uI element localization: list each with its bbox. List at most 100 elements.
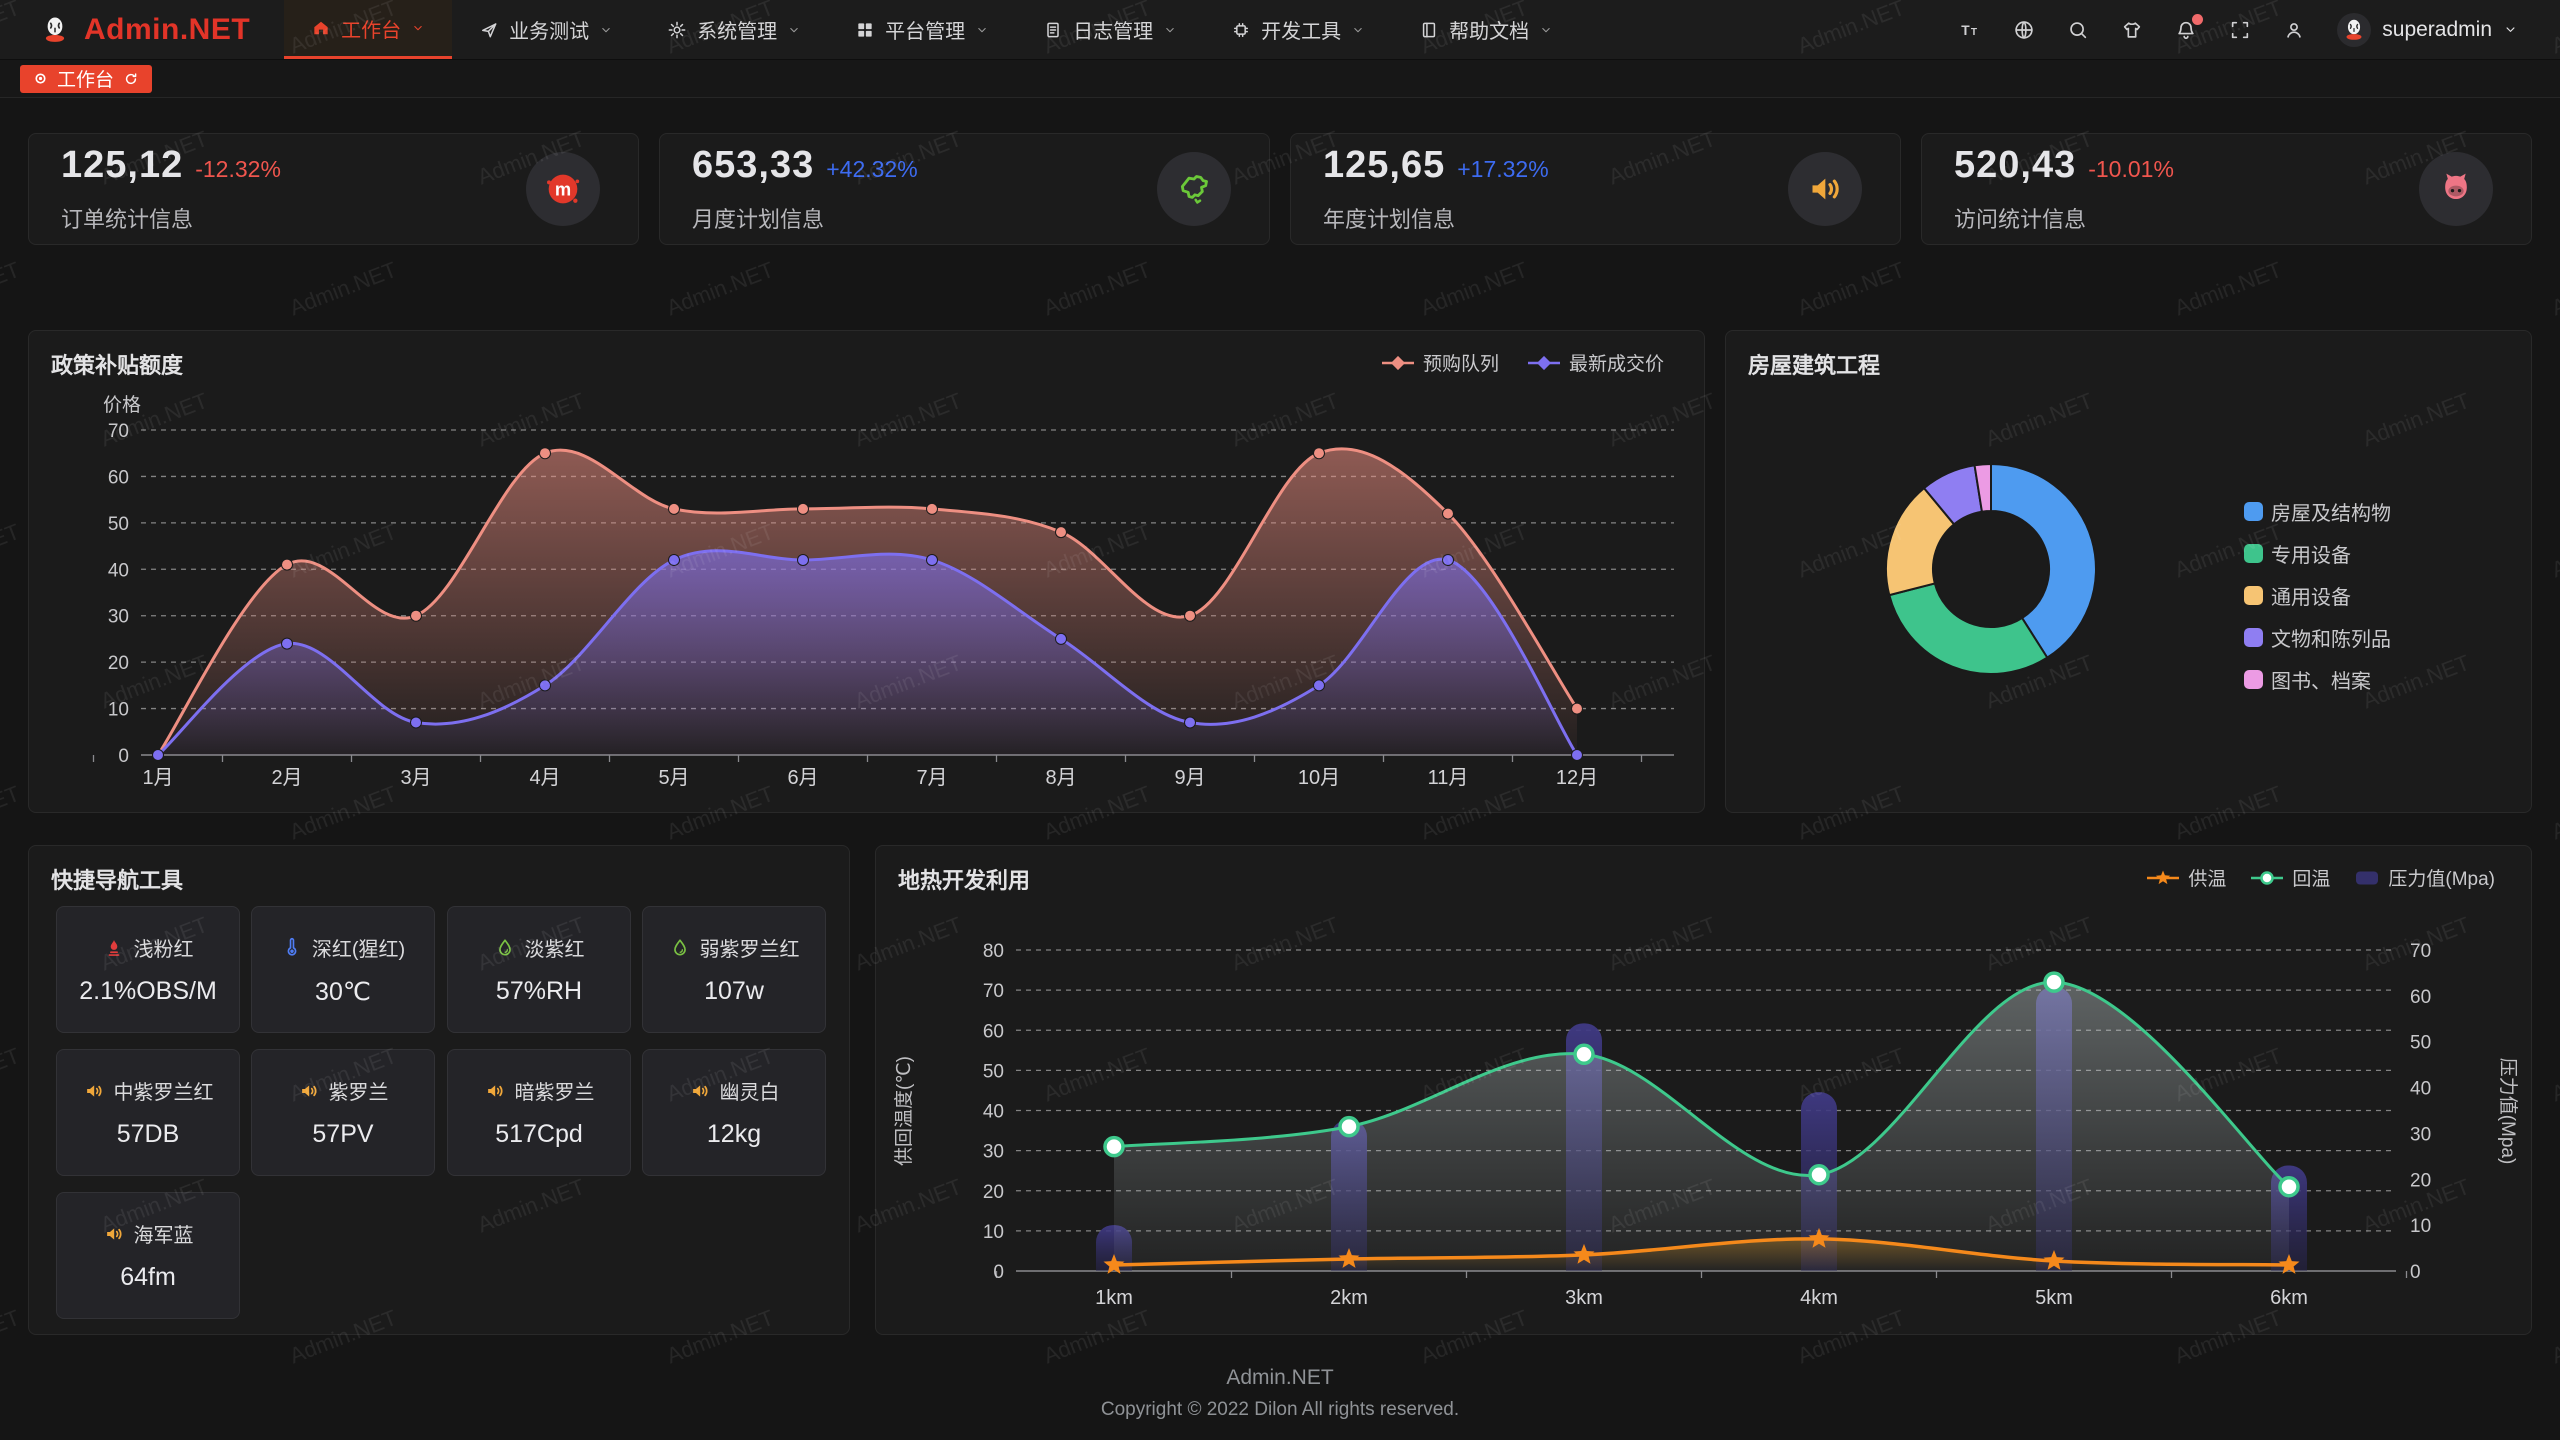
watermark-text: Admin.NET — [2548, 1304, 2560, 1369]
svg-text:4月: 4月 — [529, 767, 560, 789]
watermark-text: Admin.NET — [1794, 256, 1909, 321]
legend-item[interactable]: 房屋及结构物 — [2244, 497, 2391, 526]
nav-item-5[interactable]: 日志管理 — [1016, 0, 1204, 59]
geothermal-chart-title: 地热开发利用 — [898, 868, 1031, 893]
svg-text:10: 10 — [983, 1222, 1004, 1243]
stat-icon-circle — [1788, 152, 1862, 226]
refresh-icon — [125, 72, 137, 84]
meetup-icon: m — [547, 174, 580, 204]
nav-item-2[interactable]: 业务测试 — [452, 0, 640, 59]
app-logo[interactable]: Admin.NET — [0, 13, 284, 47]
building-pie-panel: 房屋建筑工程 房屋及结构物 专用设备 通用设备 文物和陈列品 图书、档案 — [1725, 330, 2532, 813]
chevron-down-icon — [1166, 27, 1174, 32]
legend-marker-icon — [2356, 871, 2379, 884]
svg-text:50: 50 — [2410, 1033, 2431, 1054]
chevron-down-icon — [790, 27, 798, 32]
quick-nav-item-5[interactable]: 中紫罗兰红 57DB — [56, 1049, 240, 1176]
quick-item-value: 57PV — [312, 1120, 374, 1148]
main-menu: 工作台 业务测试 系统管理 平台管理 日志管理 开发工具 帮助文档 — [284, 0, 1580, 59]
user-icon — [2287, 22, 2302, 38]
quick-item-name: 海军蓝 — [133, 1225, 194, 1247]
notification-button[interactable] — [2175, 13, 2204, 41]
svg-text:供回温度(℃): 供回温度(℃) — [893, 1056, 915, 1166]
fullscreen-button[interactable] — [2229, 19, 2251, 41]
legend-item[interactable]: 压力值(Mpa) — [2354, 864, 2495, 891]
svg-text:30: 30 — [108, 607, 129, 628]
nav-item-label: 平台管理 — [885, 21, 966, 43]
chevron-down-icon — [1351, 23, 1365, 37]
speaker-icon — [106, 1227, 121, 1240]
quick-item-value: 57DB — [116, 1120, 180, 1148]
nav-item-7[interactable]: 帮助文档 — [1392, 0, 1580, 59]
quick-nav-item-2[interactable]: 深红(猩红) 30℃ — [251, 906, 435, 1033]
svg-text:0: 0 — [118, 746, 129, 767]
nav-item-label: 帮助文档 — [1449, 21, 1530, 43]
geothermal-chart: 0 10 20 30 40 50 60 70 80 0 10 20 30 40 50 60 70 供回温度(℃) 压… — [893, 941, 2519, 1309]
quick-nav-item-6[interactable]: 紫罗兰 57PV — [251, 1049, 435, 1176]
chevron-down-icon — [1163, 23, 1177, 37]
refresh-icon[interactable] — [123, 71, 139, 87]
nav-item-4[interactable]: 平台管理 — [828, 0, 1016, 59]
legend-item[interactable]: 图书、档案 — [2244, 665, 2391, 694]
quick-item-name: 暗紫罗兰 — [514, 1082, 595, 1104]
chevron-down-icon — [787, 23, 801, 37]
thermometer-icon — [287, 937, 297, 956]
quick-nav-item-9[interactable]: 海军蓝 64fm — [56, 1192, 240, 1319]
mascot-icon — [45, 17, 65, 42]
theme-button[interactable] — [2121, 19, 2143, 41]
chevron-down-icon — [1354, 27, 1362, 32]
quick-nav-item-1[interactable]: 浅粉红 2.1%OBS/M — [56, 906, 240, 1033]
quick-nav-item-7[interactable]: 暗紫罗兰 517Cpd — [447, 1049, 631, 1176]
china-map-icon — [1180, 175, 1208, 204]
chevron-down-icon — [411, 21, 425, 35]
legend-marker-icon — [1381, 355, 1414, 370]
svg-text:70: 70 — [983, 981, 1004, 1002]
legend-item[interactable]: 专用设备 — [2244, 539, 2391, 568]
svg-text:40: 40 — [2410, 1079, 2431, 1100]
chevron-down-icon — [602, 27, 610, 32]
legend-item[interactable]: 预购队列 — [1381, 349, 1499, 376]
quick-nav-item-4[interactable]: 弱紫罗兰红 107w — [642, 906, 826, 1033]
legend-swatch — [2244, 628, 2263, 647]
search-button[interactable] — [2067, 19, 2089, 41]
grid-icon — [858, 22, 872, 37]
nav-item-6[interactable]: 开发工具 — [1204, 0, 1392, 59]
user-button[interactable] — [2283, 19, 2305, 41]
drop-icon — [673, 938, 686, 955]
tab-工作台[interactable]: 工作台 — [20, 64, 153, 93]
svg-text:2km: 2km — [1330, 1287, 1368, 1309]
svg-text:7月: 7月 — [916, 767, 947, 789]
chevron-down-icon — [1539, 23, 1553, 37]
quick-nav-item-3[interactable]: 淡紫红 57%RH — [447, 906, 631, 1033]
nav-item-label: 工作台 — [341, 19, 402, 42]
language-button[interactable] — [2013, 19, 2035, 41]
quick-item-value: 107w — [704, 977, 764, 1005]
subsidy-chart-title: 政策补贴额度 — [51, 353, 184, 378]
legend-item[interactable]: 回温 — [2250, 864, 2330, 891]
watermark-text: Admin.NET — [2548, 780, 2560, 845]
quick-nav-panel: 快捷导航工具浅粉红 2.1%OBS/M 深红(猩红) 30℃ 淡紫红 57%RH 弱紫罗兰红… — [28, 845, 850, 1335]
legend-item[interactable]: 最新成交价 — [1527, 349, 1664, 376]
speaker-icon — [692, 1084, 707, 1097]
nav-item-1[interactable]: 工作台 — [284, 0, 453, 59]
user-menu[interactable]: superadmin — [2337, 12, 2518, 47]
legend-item[interactable]: 供温 — [2146, 864, 2226, 891]
quick-nav-title: 快捷导航工具 — [51, 868, 184, 893]
svg-text:1km: 1km — [1095, 1287, 1133, 1309]
stat-icon-circle — [1157, 152, 1231, 226]
notification-icon — [2178, 21, 2194, 39]
nav-item-3[interactable]: 系统管理 — [640, 0, 828, 59]
legend-item[interactable]: 通用设备 — [2244, 581, 2391, 610]
theme-icon — [2124, 21, 2141, 38]
svg-text:40: 40 — [983, 1102, 1004, 1123]
svg-text:3月: 3月 — [400, 767, 431, 789]
svg-text:60: 60 — [983, 1021, 1004, 1042]
quick-nav-item-8[interactable]: 幽灵白 12kg — [642, 1049, 826, 1176]
legend-item[interactable]: 文物和陈列品 — [2244, 623, 2391, 652]
svg-text:11月: 11月 — [1428, 767, 1469, 789]
footer-copyright: Copyright © 2022 Dilon All rights reserv… — [1100, 1399, 1460, 1420]
svg-text:60: 60 — [108, 467, 129, 488]
svg-text:20: 20 — [108, 653, 129, 674]
svg-text:6月: 6月 — [787, 767, 818, 789]
